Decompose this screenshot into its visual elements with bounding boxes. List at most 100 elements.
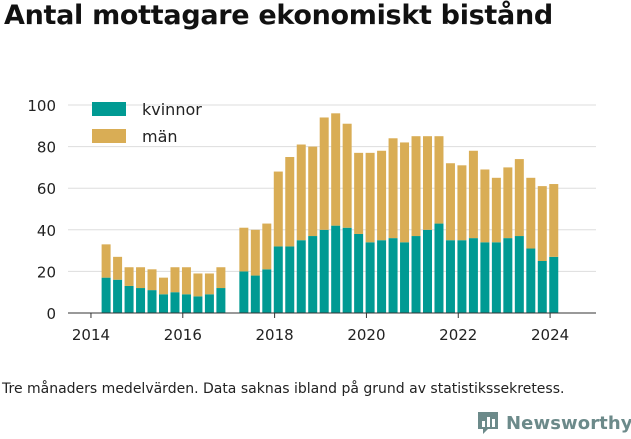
bar-man [147,269,157,291]
x-tick-label: 2022 [439,326,477,344]
y-tick-label: 60 [37,180,56,198]
bar-kvinnor [365,242,375,313]
bar-man [273,171,283,247]
bar-man [136,267,146,289]
bar-kvinnor [480,242,490,313]
bar-man [239,227,249,272]
bar-kvinnor [124,285,134,313]
bar-man [170,267,180,293]
bar-man [422,136,432,230]
legend-swatch-kvinnor [92,102,126,116]
bar-man [193,273,203,297]
bar-man [181,267,191,295]
legend-label-kvinnor: kvinnor [142,100,202,119]
bar-man [285,157,295,247]
bar-kvinnor [514,236,524,313]
bar-man [503,167,513,239]
bar-kvinnor [216,288,226,313]
bar-kvinnor [411,236,421,313]
bar-man [216,267,226,289]
bar-kvinnor [239,271,249,313]
bar-chart-logo-icon [478,412,498,434]
bar-man [204,273,214,295]
bar-man [296,144,306,241]
bar-kvinnor [457,240,467,313]
y-axis-tick-labels: 0 20 40 60 80 100 [27,97,56,323]
bar-kvinnor [181,294,191,313]
bar-man [549,184,559,257]
bar-kvinnor [549,256,559,313]
bar-man [377,150,387,241]
bar-kvinnor [262,269,272,313]
bar-man [468,150,478,239]
bar-man [331,113,341,226]
page-title: Antal mottagare ekonomiskt bistånd [4,0,553,31]
x-tick-label: 2014 [72,326,110,344]
bar-kvinnor [308,236,318,313]
bar-kvinnor [503,238,513,313]
y-tick-label: 20 [37,263,56,281]
bar-man [113,256,123,280]
bars [101,113,559,313]
bar-man [400,142,410,243]
bar-man [342,123,352,228]
bar-man [101,244,111,278]
bar-kvinnor [193,296,203,313]
bar-man [537,186,547,261]
bar-kvinnor [319,229,329,313]
bar-man [514,159,524,237]
brand-logo[interactable]: Newsworthy [476,408,631,438]
legend: kvinnor män [92,100,202,146]
bar-kvinnor [204,294,214,313]
bar-kvinnor [113,279,123,313]
legend-label-man: män [142,127,178,146]
bar-kvinnor [136,288,146,313]
bar-man [158,277,168,295]
bar-man [354,152,364,234]
x-tick-label: 2018 [256,326,294,344]
y-tick-label: 80 [37,139,56,157]
bar-man [250,229,260,276]
chart-caption: Tre månaders medelvärden. Data saknas ib… [2,381,565,397]
bar-man [480,169,490,243]
y-tick-label: 100 [27,97,56,115]
legend-swatch-man [92,129,126,143]
bar-man [388,138,398,239]
bar-kvinnor [537,261,547,313]
bar-kvinnor [526,248,536,313]
y-tick-label: 0 [46,305,56,323]
bar-kvinnor [147,290,157,313]
bar-kvinnor [377,240,387,313]
bar-kvinnor [400,242,410,313]
bar-kvinnor [170,292,180,313]
bar-man [319,117,329,230]
bar-kvinnor [331,225,341,313]
bar-man [124,267,134,286]
bar-man [365,152,375,243]
brand-name: Newsworthy [506,412,631,434]
bar-kvinnor [296,240,306,313]
bar-kvinnor [273,246,283,313]
x-axis-ticks: 2014 2016 2018 2020 2022 2024 [72,313,569,344]
bar-man [262,223,272,270]
bar-kvinnor [445,240,455,313]
bar-kvinnor [285,246,295,313]
bar-man [308,146,318,237]
bar-man [491,177,501,243]
bar-kvinnor [250,275,260,313]
bar-man [457,165,467,241]
x-tick-label: 2016 [164,326,202,344]
stacked-bar-chart: 0 20 40 60 80 100 2014 2016 2018 2020 2022 2024 kv… [27,97,596,344]
bar-kvinnor [158,294,168,313]
bar-kvinnor [422,229,432,313]
bar-kvinnor [101,277,111,313]
bar-kvinnor [354,233,364,313]
y-tick-label: 40 [37,222,56,240]
bar-kvinnor [434,223,444,313]
bar-man [526,177,536,249]
x-tick-label: 2020 [347,326,385,344]
x-tick-label: 2024 [531,326,569,344]
bar-man [445,163,455,241]
bar-man [434,136,444,224]
bar-man [411,136,421,237]
